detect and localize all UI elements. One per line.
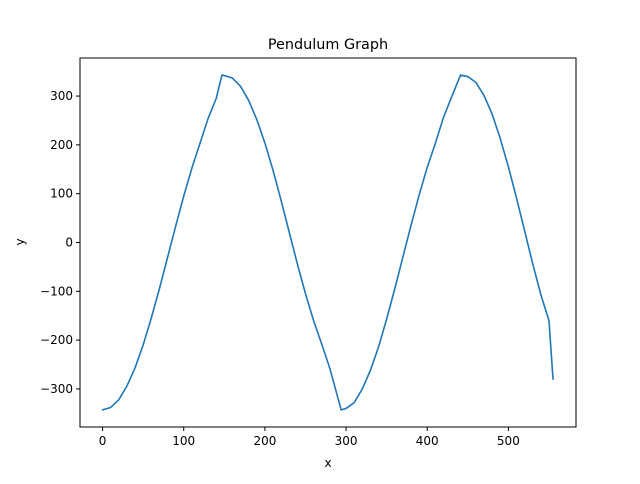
- y-axis: −300 −200 −100 0 100 200 300: [40, 89, 80, 396]
- y-tick-label: 300: [50, 89, 73, 103]
- x-axis: 0 100 200 300 400 500: [99, 427, 520, 448]
- y-axis-label: y: [13, 238, 27, 245]
- series-layer: [101, 74, 554, 411]
- chart-title: Pendulum Graph: [268, 37, 388, 53]
- y-tick-label: 0: [65, 236, 73, 250]
- x-tick-label: 500: [497, 434, 520, 448]
- x-tick-label: 200: [253, 434, 276, 448]
- y-tick-label: −200: [40, 333, 73, 347]
- x-axis-label: x: [324, 456, 331, 470]
- x-tick-label: 100: [172, 434, 195, 448]
- x-tick-label: 0: [99, 434, 107, 448]
- y-tick-label: 100: [50, 187, 73, 201]
- y-tick-label: 200: [50, 138, 73, 152]
- y-tick-label: −300: [40, 382, 73, 396]
- x-tick-label: 400: [416, 434, 439, 448]
- x-tick-label: 300: [335, 434, 358, 448]
- series-line-0: [101, 74, 554, 411]
- y-tick-label: −100: [40, 284, 73, 298]
